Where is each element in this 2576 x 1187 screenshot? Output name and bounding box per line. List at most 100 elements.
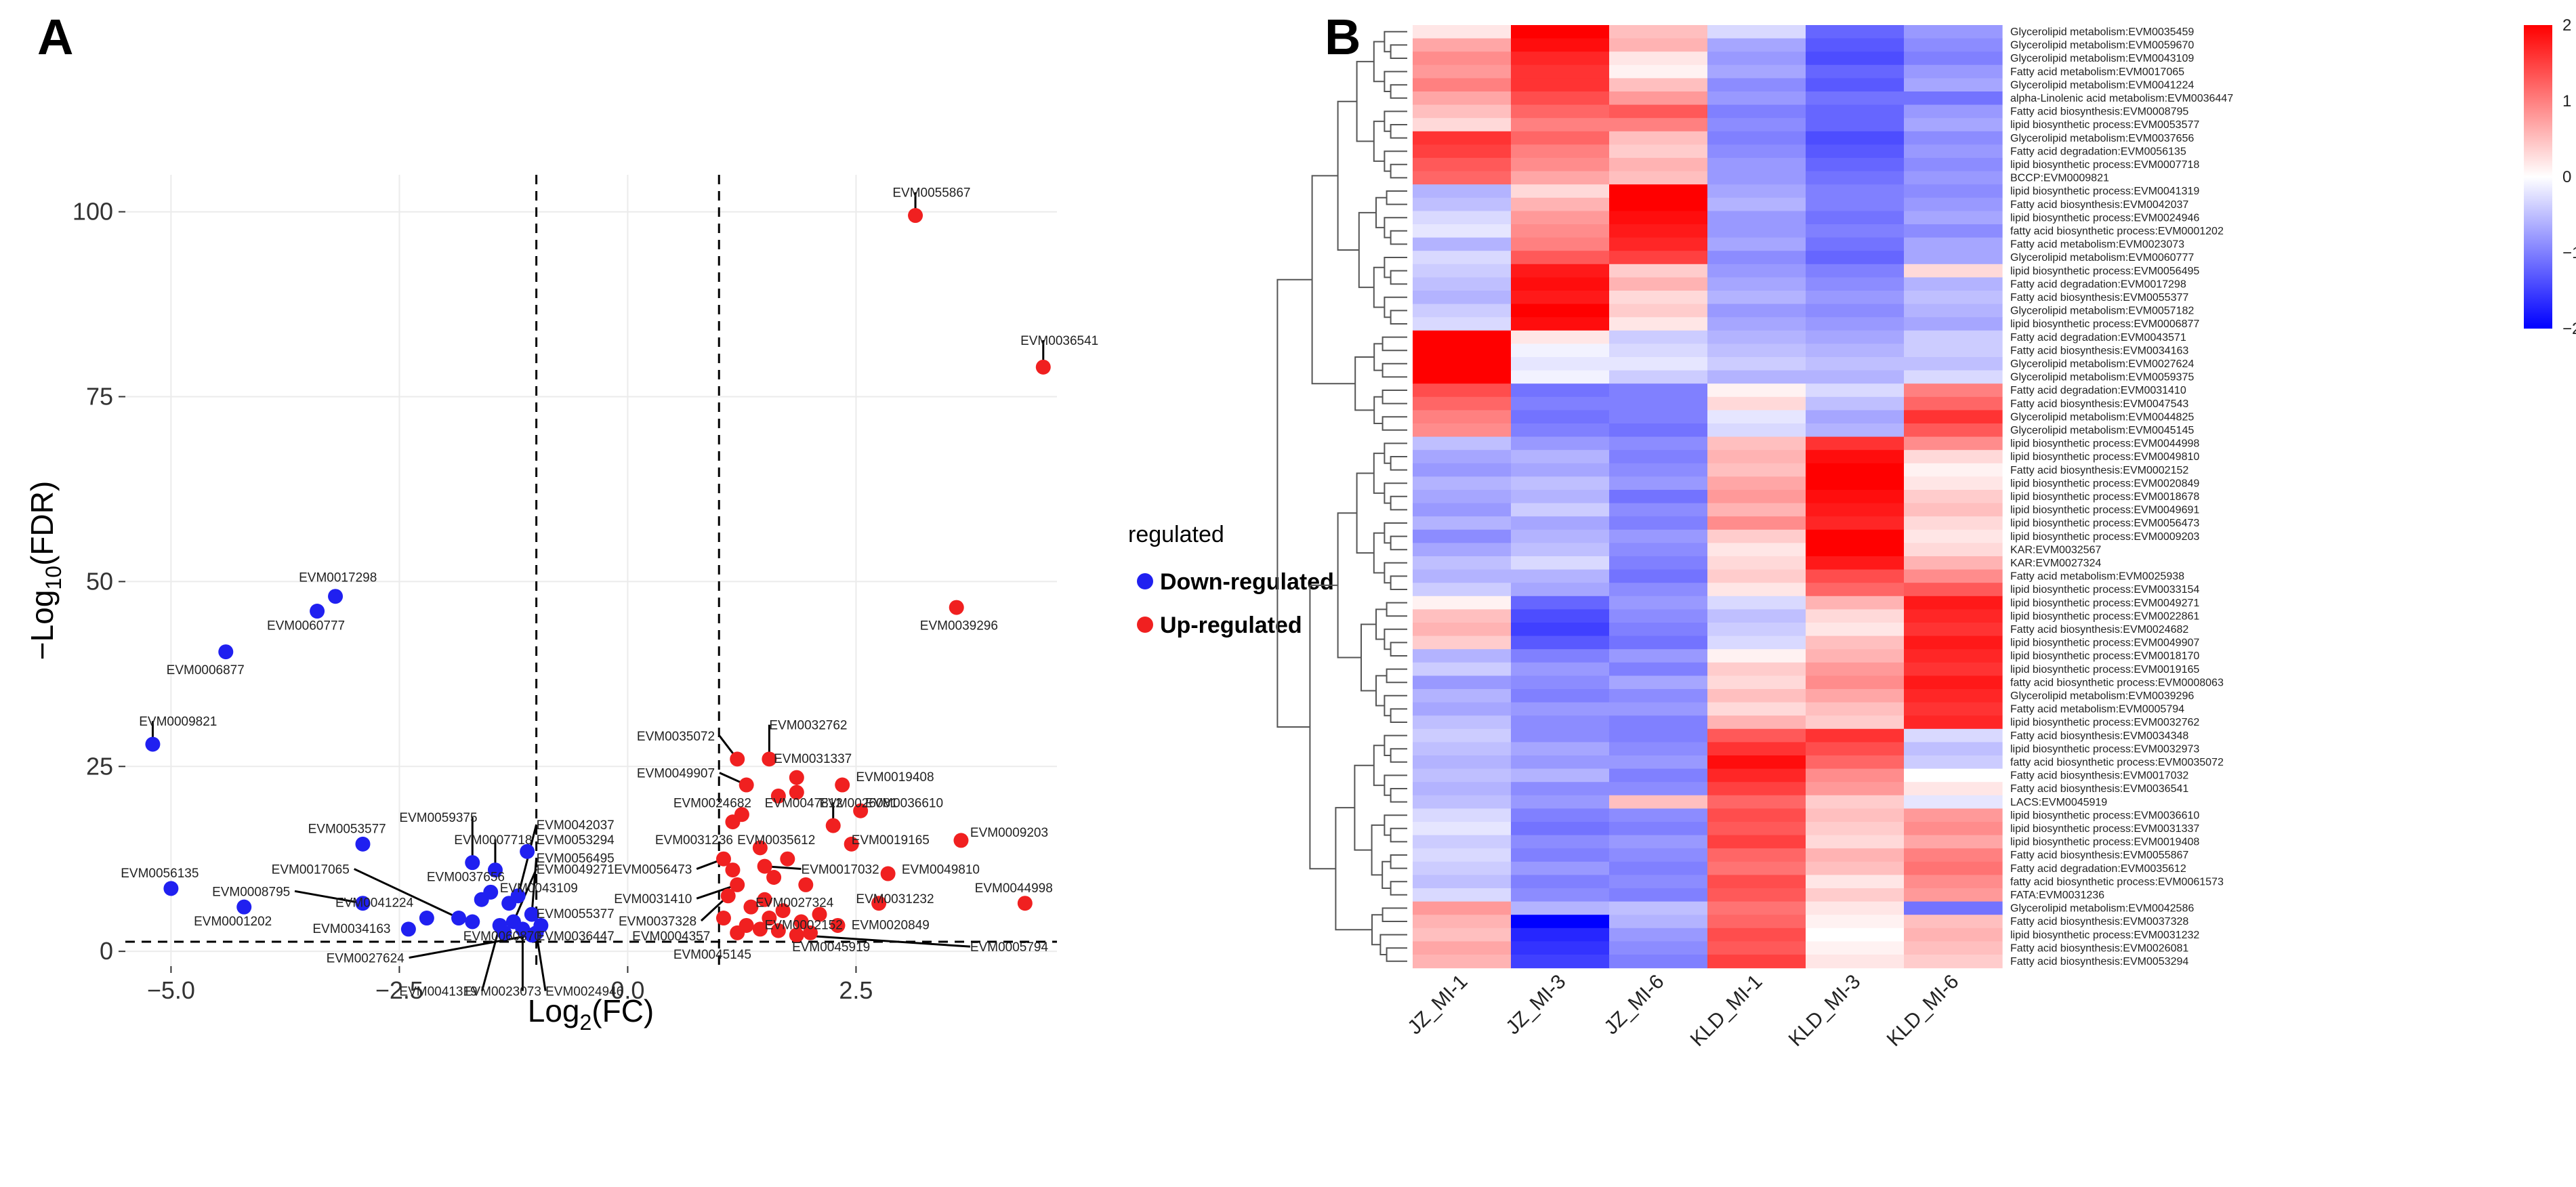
heatmap-row-label: Fatty acid biosynthesis:EVM0026081 xyxy=(2010,942,2188,954)
heatmap-row-label: lipid biosynthetic process:EVM0022861 xyxy=(2010,610,2199,622)
heatmap-cell xyxy=(1609,64,1708,79)
heatmap-row-label: Fatty acid biosynthesis:EVM0053294 xyxy=(2010,956,2188,967)
heatmap-row-label: fatty acid biosynthetic process:EVM00080… xyxy=(2010,677,2224,688)
heatmap-cell xyxy=(1904,888,2003,902)
color-scale-ticks: 2 1 0 −1 −2 xyxy=(2552,16,2576,338)
dendrogram-branch xyxy=(1390,575,1407,590)
heatmap-cell xyxy=(1609,583,1708,597)
point-label: EVM0045919 xyxy=(792,940,870,955)
dendrogram-branch xyxy=(1382,907,1407,922)
heatmap-cell xyxy=(1413,277,1512,291)
dendrogram-branch xyxy=(1390,270,1407,285)
heatmap-cell xyxy=(1609,224,1708,238)
heatmap-cell xyxy=(1806,795,1905,809)
point-label: EVM0001202 xyxy=(194,915,272,929)
label-connector xyxy=(796,934,971,948)
heatmap-cell xyxy=(1806,848,1905,862)
heatmap-cell xyxy=(1609,25,1708,39)
heatmap-cell xyxy=(1609,609,1708,623)
heatmap-cell xyxy=(1806,623,1905,637)
panel-label-a: A xyxy=(37,9,73,65)
heatmap-cell xyxy=(1609,543,1708,557)
heatmap-cell xyxy=(1904,848,2003,862)
dendrogram-branch xyxy=(1384,442,1407,464)
dendrogram-branch xyxy=(1311,175,1356,385)
label-connector xyxy=(480,925,501,992)
heatmap-cell xyxy=(1707,224,1806,238)
data-point-up xyxy=(752,921,768,937)
heatmap-cell xyxy=(1609,330,1708,344)
heatmap-row-dendrogram xyxy=(1276,30,1407,962)
data-point-up xyxy=(766,870,782,886)
heatmap-cell xyxy=(1707,330,1806,344)
data-point-down xyxy=(465,855,480,871)
heatmap-row-label: Fatty acid biosynthesis:EVM0037328 xyxy=(2010,916,2188,928)
heatmap-cell xyxy=(1707,197,1806,211)
heatmap-row-label: lipid biosynthetic process:EVM0053577 xyxy=(2010,119,2199,131)
dendrogram-branch xyxy=(1390,535,1407,551)
heatmap-cell xyxy=(1707,423,1806,438)
heatmap-cell xyxy=(1707,742,1806,756)
dendrogram-branch xyxy=(1382,416,1407,431)
heatmap-cell xyxy=(1904,928,2003,942)
heatmap-cell xyxy=(1707,211,1806,225)
data-point-up xyxy=(762,911,777,926)
heatmap-cell xyxy=(1511,768,1610,783)
heatmap-cell xyxy=(1707,184,1806,199)
heatmap-cell xyxy=(1904,556,2003,570)
heatmap-cell xyxy=(1904,476,2003,491)
heatmap-cell xyxy=(1609,689,1708,703)
data-point-down xyxy=(497,925,512,940)
heatmap-row-label: Fatty acid degradation:EVM0031410 xyxy=(2010,385,2186,396)
heatmap-row-label: Fatty acid biosynthesis:EVM0034163 xyxy=(2010,345,2188,356)
heatmap-cell xyxy=(1511,556,1610,570)
data-point-down xyxy=(451,911,467,926)
heatmap-cell xyxy=(1806,689,1905,703)
heatmap-cell xyxy=(1806,649,1905,663)
heatmap-row-label: lipid biosynthetic process:EVM0056495 xyxy=(2010,266,2199,277)
heatmap-cell xyxy=(1707,928,1806,942)
data-point-up xyxy=(793,914,809,930)
data-point-up xyxy=(762,751,777,767)
y-tick-label: 100 xyxy=(72,198,113,226)
y-tick-label: 75 xyxy=(86,382,113,410)
data-point-down xyxy=(474,892,489,907)
heatmap-cell xyxy=(1707,370,1806,384)
heatmap-cell xyxy=(1609,383,1708,398)
heatmap-cell xyxy=(1609,237,1708,251)
heatmap-cell xyxy=(1609,755,1708,770)
heatmap-cell xyxy=(1707,728,1806,743)
heatmap-cell xyxy=(1511,955,1610,969)
heatmap-cell xyxy=(1511,848,1610,862)
data-point-up xyxy=(871,896,887,911)
point-label: EVM0055867 xyxy=(892,186,970,201)
dendrogram-branch xyxy=(1373,453,1385,494)
heatmap-cell xyxy=(1609,715,1708,730)
point-label: EVM0035612 xyxy=(737,833,815,848)
dendrogram-branch xyxy=(1384,814,1407,836)
heatmap-cell xyxy=(1609,702,1708,716)
heatmap-cell xyxy=(1413,423,1512,438)
heatmap-cell xyxy=(1904,901,2003,915)
y-tick-label: 50 xyxy=(86,567,113,595)
heatmap-cell xyxy=(1413,848,1512,862)
volcano-points xyxy=(145,208,1051,943)
heatmap-cell xyxy=(1904,516,2003,530)
heatmap-cell xyxy=(1707,702,1806,716)
heatmap-cell xyxy=(1806,357,1905,371)
heatmap-cell xyxy=(1609,915,1708,929)
point-label: EVM0017065 xyxy=(272,863,350,877)
heatmap-row-label: lipid biosynthetic process:EVM0018170 xyxy=(2010,650,2199,662)
heatmap-cell xyxy=(1511,516,1610,530)
heatmap-cell xyxy=(1609,304,1708,318)
dendrogram-branch xyxy=(1386,668,1407,684)
heatmap-cell xyxy=(1904,25,2003,39)
heatmap-cell xyxy=(1413,383,1512,398)
dendrogram-branch xyxy=(1384,296,1407,318)
heatmap-cell xyxy=(1511,583,1610,597)
y-tick-label: 25 xyxy=(86,752,113,780)
heatmap-row-label: lipid biosynthetic process:EVM0032973 xyxy=(2010,743,2199,755)
heatmap-cell xyxy=(1707,264,1806,278)
dendrogram-branch xyxy=(1373,266,1385,308)
